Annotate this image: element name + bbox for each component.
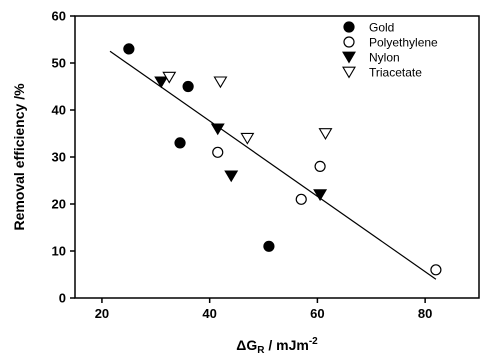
point-polyethylene: [430, 264, 442, 276]
x-axis: 20 40 60 80: [95, 298, 432, 321]
legend-marker-polyethylene: [343, 36, 355, 48]
point-nylon: [224, 170, 239, 183]
legend-label-polyethylene: Polyethylene: [369, 36, 438, 50]
fit-line: [109, 50, 437, 280]
x-tick-label: 40: [202, 306, 216, 321]
y-axis: 0 10 20 30 40 50 60: [52, 9, 75, 306]
point-triacetate: [240, 132, 255, 145]
y-tick-label: 20: [52, 197, 66, 212]
point-polyethylene: [295, 193, 307, 205]
y-tick-label: 0: [59, 291, 66, 306]
x-tick-label: 80: [418, 306, 432, 321]
legend-label-nylon: Nylon: [369, 51, 400, 65]
x-axis-label-subscript: R: [257, 345, 265, 356]
point-polyethylene: [314, 160, 326, 172]
x-axis-label-main: ΔG: [236, 337, 257, 353]
point-triacetate: [213, 76, 228, 89]
point-gold: [123, 43, 135, 55]
legend-marker-gold: [343, 21, 355, 33]
y-tick-label: 60: [52, 9, 66, 24]
legend-marker-nylon: [342, 51, 356, 64]
y-axis-label: Removal efficiency /%: [11, 83, 27, 231]
data-points: [123, 43, 442, 276]
point-polyethylene: [212, 146, 224, 158]
point-gold: [182, 80, 194, 93]
point-nylon: [210, 123, 225, 136]
point-triacetate: [318, 128, 333, 140]
y-tick-label: 10: [52, 244, 66, 259]
plot-frame: [74, 15, 480, 299]
x-axis-label-superscript: -2: [309, 336, 318, 347]
y-tick-label: 30: [52, 150, 66, 165]
point-nylon: [313, 189, 328, 202]
y-tick-label: 40: [52, 103, 66, 118]
y-tick-label: 50: [52, 56, 66, 71]
legend-label-triacetate: Triacetate: [369, 66, 422, 80]
fit-line-group: [109, 50, 437, 280]
x-axis-label-unit: / mJm: [264, 337, 308, 353]
point-gold: [263, 240, 275, 252]
x-axis-label: ΔGR / mJm-2: [236, 336, 318, 356]
point-gold: [174, 137, 186, 149]
point-triacetate: [162, 71, 177, 84]
legend-label-gold: Gold: [369, 21, 394, 35]
legend-marker-triacetate: [342, 66, 356, 79]
x-tick-label: 60: [310, 306, 324, 321]
x-tick-label: 20: [95, 306, 109, 321]
point-nylon: [154, 76, 169, 89]
